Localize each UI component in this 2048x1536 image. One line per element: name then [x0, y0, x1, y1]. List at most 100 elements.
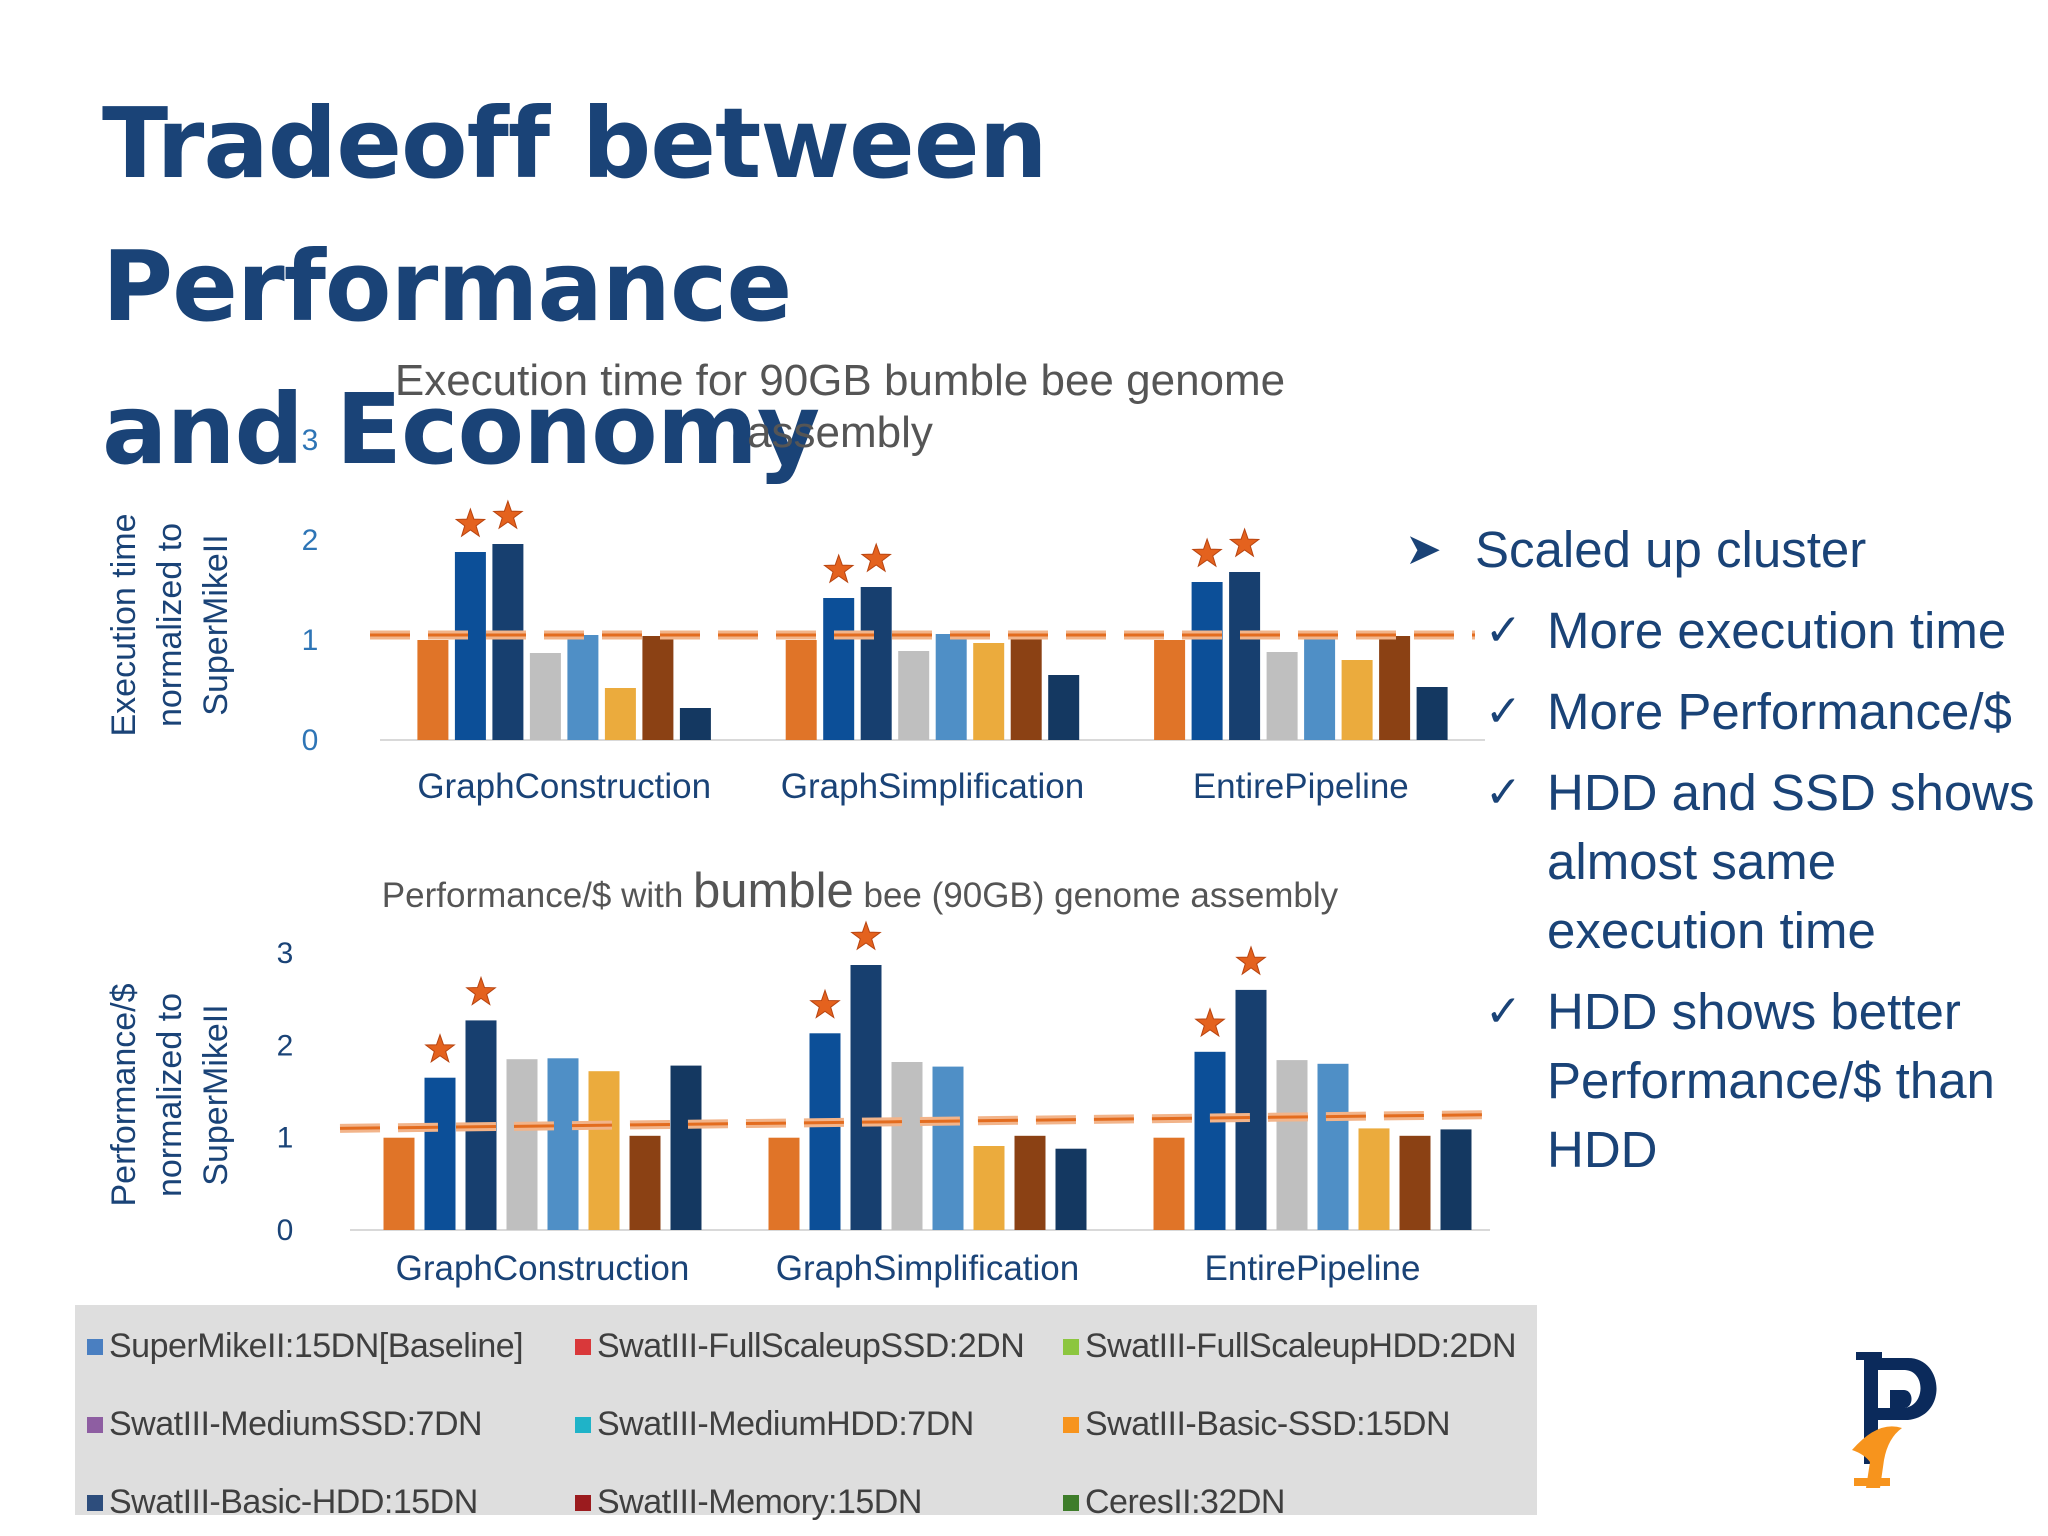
bar: [417, 640, 449, 740]
chart-legend: SuperMikeII:15DN[Baseline] SwatIII-FullS…: [75, 1305, 1537, 1521]
check-icon: ✓: [1485, 606, 1522, 655]
x-category-label: EntirePipeline: [1205, 1249, 1421, 1288]
check-icon: ✓: [1485, 987, 1522, 1036]
legend-swatch: [575, 1338, 591, 1355]
bar: [547, 1058, 579, 1230]
bullet-item-line: execution time: [1547, 902, 1876, 959]
bar: [1010, 637, 1042, 740]
x-category-label: EntirePipeline: [1193, 767, 1409, 806]
bar: [1014, 1135, 1046, 1230]
chart-title-part: bumble: [693, 864, 854, 918]
bar: [973, 1146, 1005, 1230]
x-category-label: GraphSimplification: [781, 767, 1084, 806]
star-marker-icon: [850, 920, 882, 951]
y-tick-label: 1: [277, 1122, 294, 1155]
legend-item: SwatIII-Memory:15DN: [575, 1483, 922, 1522]
bar: [567, 635, 599, 740]
legend-label: SwatIII-FullScaleupHDD:2DN: [1085, 1327, 1517, 1365]
y-tick-label: 3: [302, 424, 319, 457]
legend-swatch: [87, 1338, 103, 1355]
y-tick-label: 2: [277, 1029, 294, 1062]
bar: [1399, 1135, 1431, 1230]
bar: [1416, 687, 1448, 740]
star-marker-icon: [424, 1033, 456, 1064]
legend-swatch: [575, 1416, 591, 1433]
bullet-main-text: Scaled up cluster: [1475, 521, 1867, 578]
legend-label: SwatIII-Memory:15DN: [597, 1483, 922, 1521]
legend-item: SwatIII-Basic-SSD:15DN: [1063, 1405, 1451, 1444]
bar: [973, 643, 1005, 740]
bar: [1341, 660, 1373, 740]
legend-swatch: [87, 1494, 103, 1511]
bar: [1358, 1128, 1390, 1230]
bar: [1191, 582, 1223, 740]
check-icon: ✓: [1485, 687, 1522, 736]
bar: [850, 965, 882, 1230]
star-marker-icon: [1228, 527, 1261, 558]
bullet-item-line: HDD and SSD shows: [1547, 764, 2035, 821]
bar: [768, 1137, 800, 1230]
bar: [1235, 989, 1267, 1230]
bar: [529, 653, 561, 740]
legend-item: SwatIII-FullScaleupSSD:2DN: [575, 1327, 1025, 1366]
bar: [670, 1065, 702, 1230]
bullet-item-line: Performance/$ than: [1547, 1052, 1995, 1109]
bar: [588, 1071, 620, 1230]
bullet-list: ➤ Scaled up cluster ✓ More execution tim…: [1405, 515, 2045, 1196]
bar: [860, 587, 892, 740]
star-marker-icon: [454, 507, 487, 538]
y-axis-label: normalized to: [151, 523, 189, 727]
legend-label: SwatIII-Basic-HDD:15DN: [109, 1483, 478, 1521]
y-axis-label: SuperMikeII: [197, 1004, 235, 1185]
bar: [506, 1059, 538, 1230]
chart-title: Performance/$ with bumble bee (90GB) gen…: [382, 864, 1339, 918]
bullet-item-line: HDD: [1547, 1121, 1658, 1178]
bullet-main: ➤ Scaled up cluster: [1405, 515, 2045, 584]
y-tick-label: 1: [302, 624, 319, 657]
bullet-item-line: HDD shows better: [1547, 983, 1961, 1040]
x-category-label: GraphConstruction: [396, 1249, 690, 1288]
y-axis-label: SuperMikeII: [197, 534, 235, 715]
slide-title-line-1: Tradeoff between Performance: [102, 87, 1048, 343]
bar: [1055, 1148, 1087, 1230]
bullet-item: ✓ More execution time: [1405, 596, 2045, 665]
bullet-item-line: almost same: [1547, 833, 1837, 890]
star-marker-icon: [492, 499, 524, 530]
y-axis-label: normalized to: [151, 993, 189, 1197]
bar: [1317, 1063, 1349, 1230]
legend-item: CeresII:32DN: [1063, 1483, 1285, 1522]
bar: [1276, 1060, 1308, 1230]
legend-swatch: [575, 1494, 591, 1511]
execution-time-chart-svg: Execution time for 90GB bumble bee genom…: [105, 356, 1485, 806]
reference-line: [339, 1113, 1496, 1130]
bullet-item: ✓ More Performance/$: [1405, 677, 2045, 746]
legend-swatch: [87, 1416, 103, 1433]
bar: [1154, 640, 1186, 740]
legend-item: SwatIII-MediumHDD:7DN: [575, 1405, 974, 1444]
bullet-item: ✓ HDD and SSD shows almost same executio…: [1405, 758, 2045, 965]
slide-title-line-2: and Economy: [102, 373, 820, 486]
bar: [809, 1033, 841, 1230]
bar: [492, 544, 524, 740]
legend-label: CeresII:32DN: [1085, 1483, 1285, 1521]
bar: [679, 708, 711, 740]
star-marker-icon: [1194, 1007, 1226, 1038]
star-marker-icon: [823, 553, 855, 584]
bar: [1153, 1137, 1185, 1230]
slide-title: Tradeoff between Performance and Economy: [102, 72, 1702, 501]
execution-time-chart: Execution time for 90GB bumble bee genom…: [90, 350, 1490, 820]
star-marker-icon: [1235, 945, 1267, 976]
bar: [935, 634, 967, 740]
star-marker-icon: [1191, 537, 1223, 568]
y-tick-label: 2: [302, 524, 319, 557]
performance-per-dollar-chart: Performance/$ with bumble bee (90GB) gen…: [90, 860, 1505, 1315]
chart-title-part: bee (90GB) genome assembly: [854, 876, 1339, 915]
y-tick-label: 3: [277, 937, 294, 970]
legend-label: SwatIII-Basic-SSD:15DN: [1085, 1405, 1451, 1443]
legend-label: SwatIII-MediumSSD:7DN: [109, 1405, 483, 1443]
bar: [1266, 652, 1298, 740]
arrow-bullet-icon: ➤: [1405, 525, 1442, 574]
bullet-item-line: More Performance/$: [1547, 683, 2012, 740]
bar: [1048, 675, 1080, 740]
y-tick-label: 0: [277, 1214, 294, 1247]
